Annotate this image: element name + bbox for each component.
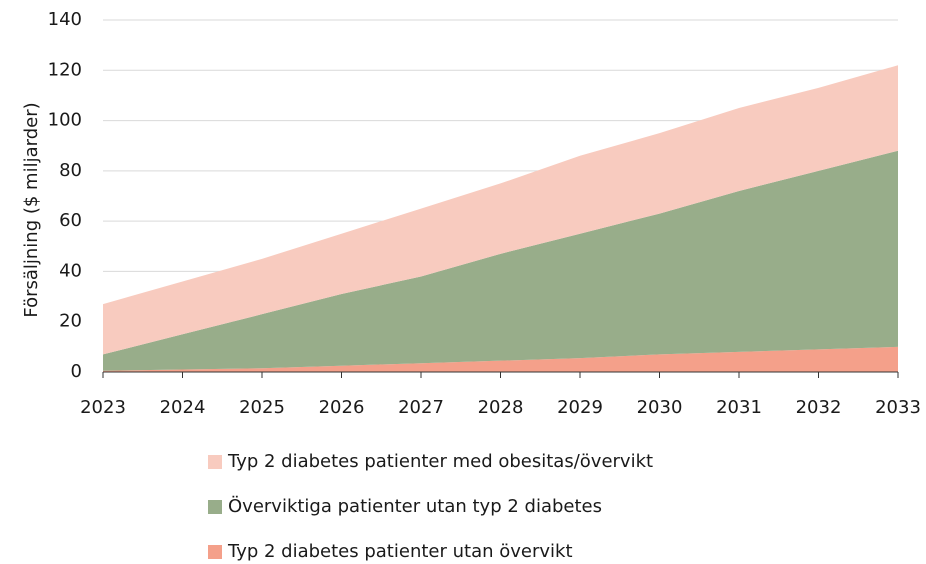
legend-label: Överviktiga patienter utan typ 2 diabete…	[228, 495, 602, 517]
x-tick-label: 2027	[398, 397, 444, 418]
y-axis-label: Försäljning ($ miljarder)	[21, 102, 42, 317]
x-tick-label: 2033	[875, 397, 921, 418]
legend-label: Typ 2 diabetes patienter utan övervikt	[227, 541, 573, 562]
area	[103, 65, 898, 355]
y-tick-label: 0	[71, 361, 82, 382]
x-tick-label: 2025	[239, 397, 285, 418]
area	[103, 150, 898, 371]
legend-swatch	[208, 545, 222, 559]
y-tick-label: 80	[59, 160, 82, 181]
legend-swatch	[208, 500, 222, 514]
x-tick-label: 2029	[557, 397, 603, 418]
legend-swatch	[208, 455, 222, 469]
y-tick-label: 20	[59, 311, 82, 332]
x-tick-label: 2024	[160, 397, 206, 418]
legend-label: Typ 2 diabetes patienter med obesitas/öv…	[227, 451, 653, 472]
x-tick-label: 2032	[796, 397, 842, 418]
x-tick-label: 2028	[478, 397, 524, 418]
x-tick-label: 2026	[319, 397, 365, 418]
x-tick-label: 2031	[716, 397, 762, 418]
y-tick-label: 140	[48, 9, 82, 30]
y-tick-label: 60	[59, 210, 82, 231]
y-tick-label: 100	[48, 110, 82, 131]
x-tick-label: 2030	[637, 397, 683, 418]
x-tick-label: 2023	[80, 397, 126, 418]
y-tick-label: 40	[59, 260, 82, 281]
y-tick-label: 120	[48, 59, 82, 80]
